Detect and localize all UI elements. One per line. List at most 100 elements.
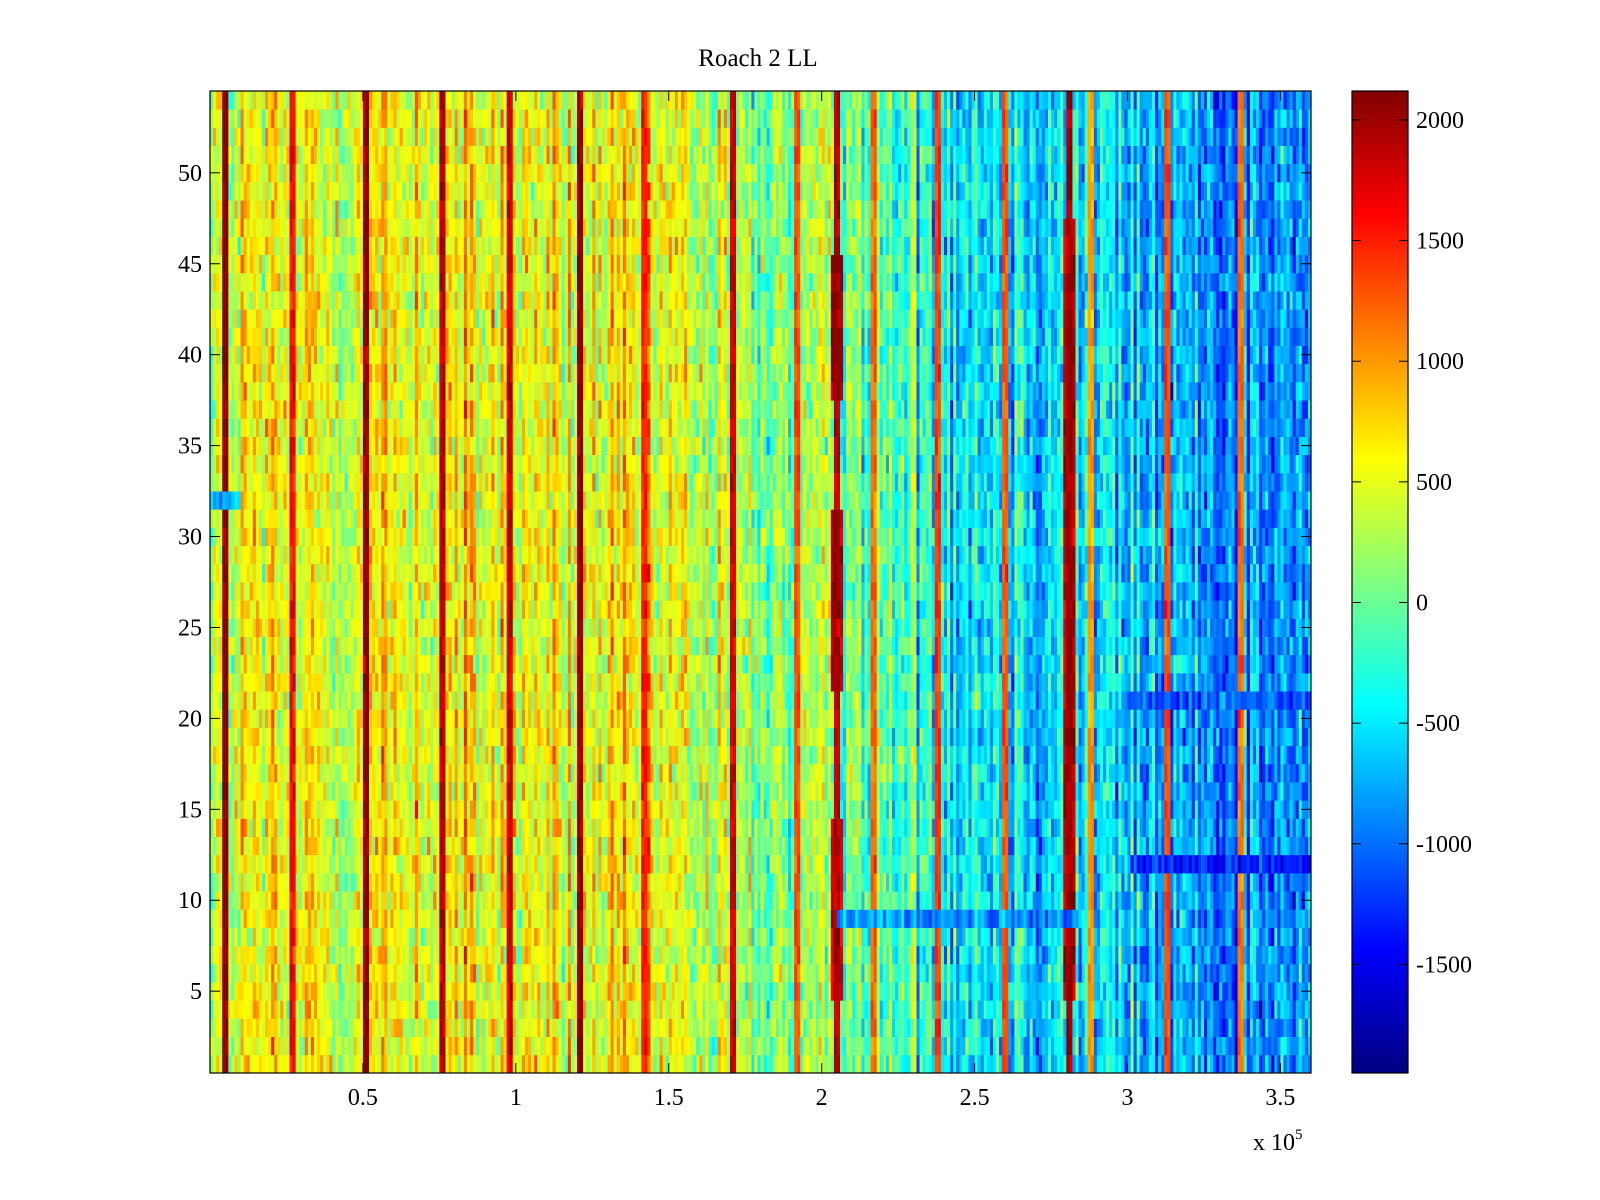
heatmap-cell [216, 1018, 220, 1038]
heatmap-cell [1026, 909, 1031, 928]
heatmap-cell [292, 982, 297, 1001]
heatmap-cell [742, 1054, 746, 1074]
heatmap-cell [274, 1036, 278, 1056]
heatmap-cell [1228, 854, 1232, 874]
heatmap-cell [580, 927, 584, 947]
heatmap-cell [1265, 872, 1269, 892]
heatmap-cell [430, 872, 434, 892]
heatmap-cell [424, 927, 428, 947]
heatmap-cell [1185, 1054, 1190, 1074]
heatmap-cell [344, 1018, 349, 1038]
heatmap-cell [1011, 891, 1015, 910]
heatmap-cell [320, 909, 324, 928]
heatmap-cell [1301, 1000, 1306, 1019]
heatmap-cell [1182, 945, 1187, 965]
heatmap-cell [1142, 963, 1147, 983]
heatmap-cell [1304, 1000, 1309, 1019]
heatmap-cell [919, 836, 923, 856]
heatmap-cell [754, 1000, 758, 1019]
heatmap-cell [922, 872, 927, 892]
heatmap-cell [888, 982, 893, 1001]
heatmap-cell [1066, 854, 1070, 874]
heatmap-cell [503, 909, 508, 928]
heatmap-cell [396, 982, 401, 1001]
heatmap-cell [1130, 927, 1135, 947]
heatmap-cell [858, 836, 862, 856]
heatmap-cell [445, 945, 449, 965]
heatmap-cell [662, 891, 667, 910]
heatmap-cell [390, 818, 394, 837]
heatmap-cell [641, 1018, 645, 1038]
heatmap-cell [231, 945, 235, 965]
heatmap-cell [659, 945, 664, 965]
heatmap-cell [1087, 1036, 1092, 1056]
heatmap-cell [677, 891, 682, 910]
heatmap-cell [362, 909, 367, 928]
heatmap-cell [1283, 909, 1287, 928]
heatmap-cell [760, 963, 764, 983]
heatmap-cell [778, 872, 783, 892]
heatmap-cell [830, 1054, 835, 1074]
heatmap-cell [968, 854, 972, 874]
heatmap-cell [717, 963, 722, 983]
heatmap-cell [852, 818, 856, 837]
heatmap-cell [424, 854, 428, 874]
heatmap-cell [1023, 1000, 1027, 1019]
heatmap-cell [411, 836, 416, 856]
heatmap-cell [482, 1054, 486, 1074]
heatmap-cell [1002, 945, 1006, 965]
heatmap-cell [898, 963, 902, 983]
heatmap-cell [393, 927, 397, 947]
heatmap-cell [567, 1054, 572, 1074]
heatmap-cell [1182, 1054, 1187, 1074]
heatmap-cell [641, 872, 645, 892]
heatmap-cell [1087, 872, 1092, 892]
heatmap-cell [417, 982, 422, 1001]
heatmap-cell [705, 818, 709, 837]
heatmap-cell [885, 891, 890, 910]
heatmap-cell [809, 854, 813, 874]
heatmap-cell [1002, 1036, 1006, 1056]
heatmap-cell [497, 909, 501, 928]
heatmap-cell [714, 1036, 719, 1056]
heatmap-cell [362, 982, 367, 1001]
heatmap-cell [534, 963, 538, 983]
heatmap-cell [742, 854, 746, 874]
heatmap-cell [1023, 945, 1027, 965]
heatmap-cell [518, 982, 523, 1001]
heatmap-cell [1093, 945, 1098, 965]
heatmap-cell [402, 982, 407, 1001]
heatmap-cell [540, 854, 544, 874]
heatmap-cell [439, 927, 443, 947]
heatmap-cell [503, 836, 508, 856]
heatmap-cell [745, 909, 749, 928]
heatmap-cell [876, 945, 881, 965]
heatmap-cell [476, 1018, 480, 1038]
heatmap-cell [1234, 927, 1238, 947]
heatmap-cell [855, 1054, 859, 1074]
heatmap-cell [1155, 909, 1159, 928]
heatmap-cell [528, 927, 532, 947]
heatmap-cell [1182, 927, 1187, 947]
heatmap-cell [369, 1054, 373, 1074]
heatmap-cell [1228, 982, 1232, 1001]
heatmap-cell [1075, 836, 1079, 856]
heatmap-cell [1047, 982, 1052, 1001]
heatmap-cell [445, 872, 449, 892]
heatmap-cell [1115, 854, 1119, 874]
heatmap-cell [1262, 963, 1266, 983]
heatmap-cell [445, 909, 449, 928]
heatmap-cell [680, 963, 685, 983]
heatmap-cell [775, 1018, 780, 1038]
heatmap-cell [778, 927, 783, 947]
heatmap-cell [372, 927, 376, 947]
heatmap-cell [934, 927, 939, 947]
heatmap-cell [836, 891, 841, 910]
heatmap-cell [1020, 1036, 1024, 1056]
heatmap-cell [243, 927, 248, 947]
heatmap-cell [332, 1018, 336, 1038]
heatmap-cell [751, 982, 755, 1001]
heatmap-cell [742, 1000, 746, 1019]
heatmap-cell [1200, 927, 1205, 947]
heatmap-cell [473, 909, 477, 928]
